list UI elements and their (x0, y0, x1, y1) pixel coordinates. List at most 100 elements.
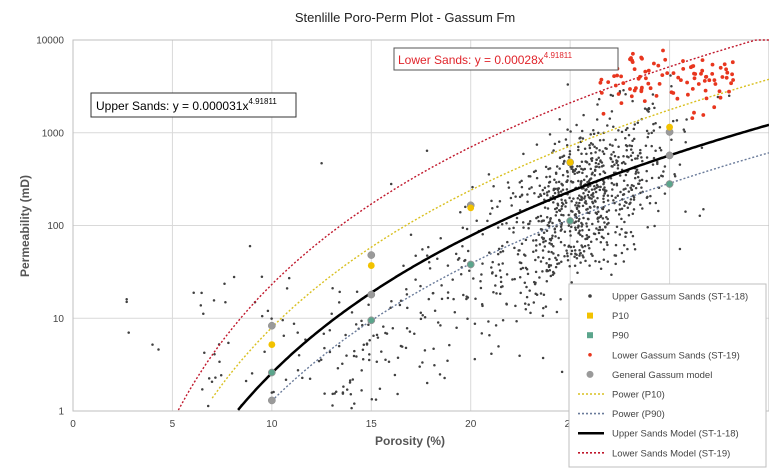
lower-sands-point (679, 78, 683, 82)
upper-sands-point (328, 350, 332, 354)
upper-sands-point (506, 240, 509, 244)
upper-sands-point (528, 187, 531, 191)
upper-sands-point (663, 165, 667, 168)
upper-sands-point (151, 343, 154, 346)
upper-sands-point (563, 254, 566, 258)
lower-sands-point (701, 113, 706, 117)
upper-sands-point (565, 169, 569, 173)
upper-sands-point (576, 271, 579, 275)
upper-sands-point (629, 201, 632, 205)
upper-sands-point (553, 231, 557, 234)
upper-sands-point (546, 207, 550, 210)
upper-sands-point (494, 284, 497, 287)
upper-sands-point (201, 388, 204, 391)
upper-sands-point (565, 180, 568, 184)
upper-sands-point (425, 149, 429, 152)
lower-sands-point (657, 82, 662, 86)
upper-sands-point (580, 195, 583, 199)
upper-sands-point (534, 270, 538, 274)
upper-sands-point (375, 360, 379, 364)
upper-sands-point (260, 275, 264, 279)
upper-sands-point (624, 235, 627, 239)
lower-sands-point (629, 94, 634, 99)
upper-sands-point (212, 299, 216, 302)
upper-sands-point (378, 387, 382, 391)
upper-sands-point (497, 345, 500, 348)
upper-sands-point (566, 259, 570, 262)
upper-sands-point (633, 123, 637, 126)
lower-sands-point (628, 87, 632, 91)
upper-sands-point (678, 163, 682, 166)
upper-sands-point (520, 179, 523, 183)
upper-sands-point (513, 246, 516, 250)
upper-sands-point (590, 188, 594, 191)
upper-sands-point (564, 205, 567, 208)
upper-sands-point (652, 122, 655, 126)
upper-sands-point (564, 201, 568, 205)
upper-sands-point (446, 264, 450, 267)
upper-sands-point (542, 238, 545, 241)
upper-sands-point (583, 147, 587, 151)
upper-sands-point (568, 150, 572, 153)
upper-sands-point (360, 369, 363, 372)
upper-sands-point (350, 311, 354, 314)
upper-sands-point (651, 163, 655, 166)
upper-sands-point (370, 398, 374, 401)
upper-sands-point (575, 256, 579, 260)
upper-sands-point (505, 273, 509, 276)
upper-sands-point (619, 190, 622, 194)
upper-sands-point (558, 167, 561, 170)
upper-sands-point (632, 208, 636, 211)
upper-sands-point (615, 225, 619, 229)
lower-sands-point (663, 57, 668, 62)
lower-sands-point (696, 82, 701, 86)
upper-sands-point (612, 125, 615, 129)
upper-sands-point (592, 132, 596, 136)
upper-sands-point (535, 176, 539, 180)
upper-sands-point (421, 361, 424, 364)
upper-sands-point (532, 280, 536, 284)
upper-sands-point (570, 209, 573, 213)
upper-sands-point (601, 217, 605, 220)
upper-sands-point (317, 359, 321, 363)
upper-sands-point (650, 176, 654, 180)
lower-sands-point (710, 62, 715, 67)
upper-sands-point (405, 327, 409, 330)
upper-sands-point (336, 366, 340, 370)
upper-sands-point (627, 190, 631, 193)
upper-sands-point (351, 378, 355, 381)
upper-sands-point (613, 163, 616, 166)
upper-sands-point (630, 188, 634, 191)
legend-swatch (587, 332, 593, 339)
upper-sands-point (528, 222, 531, 226)
upper-sands-point (601, 150, 605, 153)
upper-sands-point (564, 199, 567, 202)
upper-sands-point (651, 102, 655, 106)
upper-sands-point (427, 297, 431, 301)
upper-sands-point (567, 244, 571, 247)
upper-sands-point (514, 195, 517, 198)
legend-swatch (586, 370, 594, 378)
lower-sands-point (699, 71, 703, 76)
upper-sands-point (610, 164, 613, 168)
upper-sands-point (591, 254, 594, 258)
lower-sands-point (619, 74, 623, 79)
upper-sands-point (362, 343, 366, 347)
upper-sands-point (511, 278, 514, 281)
upper-sands-point (669, 74, 672, 77)
upper-sands-point (538, 276, 541, 279)
lower-sands-point (724, 67, 728, 72)
upper-sands-point (518, 276, 522, 279)
upper-sands-point (499, 250, 502, 254)
upper-sands-point (585, 225, 589, 228)
upper-sands-point (352, 354, 356, 358)
upper-sands-point (557, 262, 561, 265)
upper-sands-point (402, 264, 405, 268)
upper-sands-point (594, 161, 598, 165)
upper-sands-point (440, 297, 444, 301)
upper-sands-point (580, 160, 584, 164)
legend-item: Power (P90) (578, 409, 665, 420)
upper-sands-point (652, 156, 656, 160)
upper-sands-point (334, 390, 338, 393)
upper-sands-point (513, 277, 516, 281)
